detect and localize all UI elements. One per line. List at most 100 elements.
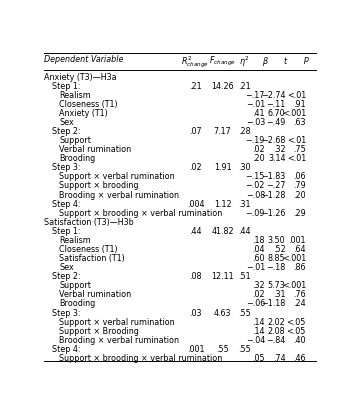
Text: −2.74: −2.74 [261,90,285,99]
Text: .21: .21 [189,81,202,90]
Text: Anxiety (T3)—H3a: Anxiety (T3)—H3a [44,72,117,81]
Text: Step 4:: Step 4: [52,344,80,353]
Text: 14.26: 14.26 [211,81,234,90]
Text: .41: .41 [252,109,265,117]
Text: Step 2:: Step 2: [52,127,80,136]
Text: −.18: −.18 [266,263,285,272]
Text: Support × brooding × verbal rumination: Support × brooding × verbal rumination [59,208,222,217]
Text: .05: .05 [252,353,265,362]
Text: Sex: Sex [59,263,74,272]
Text: .52: .52 [273,245,285,254]
Text: −.01: −.01 [246,99,265,108]
Text: $p$: $p$ [302,55,309,66]
Text: .06: .06 [293,172,306,181]
Text: .20: .20 [252,154,265,163]
Text: .79: .79 [293,181,306,190]
Text: Satisfaction (T1): Satisfaction (T1) [59,254,125,263]
Text: <.001: <.001 [282,109,306,117]
Text: .04: .04 [252,245,265,254]
Text: $\eta^2$: $\eta^2$ [239,55,250,69]
Text: −.08: −.08 [246,190,265,199]
Text: .32: .32 [252,281,265,290]
Text: <.01: <.01 [287,90,306,99]
Text: $\beta$: $\beta$ [262,55,269,68]
Text: −.17: −.17 [246,90,265,99]
Text: −.03: −.03 [246,118,265,127]
Text: .55: .55 [238,308,251,317]
Text: −1.83: −1.83 [261,172,285,181]
Text: −2.68: −2.68 [261,136,285,145]
Text: .55: .55 [238,344,251,353]
Text: Brooding: Brooding [59,154,95,163]
Text: Dependent Variable: Dependent Variable [44,55,123,64]
Text: .64: .64 [293,245,306,254]
Text: .76: .76 [293,290,306,299]
Text: .29: .29 [293,208,306,217]
Text: −.27: −.27 [266,181,285,190]
Text: −1.26: −1.26 [261,208,285,217]
Text: 3.14: 3.14 [268,154,285,163]
Text: .60: .60 [252,254,265,263]
Text: Step 1:: Step 1: [52,81,80,90]
Text: Support: Support [59,136,91,145]
Text: Brooding: Brooding [59,299,95,308]
Text: .02: .02 [252,145,265,154]
Text: .20: .20 [293,190,306,199]
Text: .14: .14 [252,317,265,326]
Text: 1.91: 1.91 [214,163,232,172]
Text: 7.17: 7.17 [214,127,232,136]
Text: Realism: Realism [59,90,91,99]
Text: Support × brooding: Support × brooding [59,181,138,190]
Text: <.05: <.05 [287,317,306,326]
Text: <.05: <.05 [287,326,306,335]
Text: Verbal rumination: Verbal rumination [59,290,131,299]
Text: 4.63: 4.63 [214,308,231,317]
Text: 1.12: 1.12 [214,199,232,208]
Text: Support × Brooding: Support × Brooding [59,326,139,335]
Text: 5.73: 5.73 [268,281,285,290]
Text: Anxiety (T1): Anxiety (T1) [59,109,108,117]
Text: −.15: −.15 [246,172,265,181]
Text: Support: Support [59,281,91,290]
Text: .004: .004 [187,199,204,208]
Text: Step 2:: Step 2: [52,272,80,281]
Text: Support × verbal rumination: Support × verbal rumination [59,172,175,181]
Text: .40: .40 [293,335,306,344]
Text: .02: .02 [189,163,202,172]
Text: −.01: −.01 [246,263,265,272]
Text: .28: .28 [238,127,251,136]
Text: .91: .91 [293,99,306,108]
Text: .001: .001 [187,344,204,353]
Text: .31: .31 [273,290,285,299]
Text: .24: .24 [293,299,306,308]
Text: .46: .46 [293,353,306,362]
Text: −.04: −.04 [246,335,265,344]
Text: .63: .63 [293,118,306,127]
Text: .001: .001 [288,235,306,244]
Text: 12.11: 12.11 [211,272,234,281]
Text: Step 3:: Step 3: [52,308,80,317]
Text: .08: .08 [189,272,202,281]
Text: 3.50: 3.50 [268,235,285,244]
Text: .21: .21 [238,81,251,90]
Text: −.11: −.11 [266,99,285,108]
Text: 2.02: 2.02 [268,317,285,326]
Text: .14: .14 [252,326,265,335]
Text: $R^2_{change}$: $R^2_{change}$ [181,55,209,70]
Text: Step 4:: Step 4: [52,199,80,208]
Text: 8.85: 8.85 [268,254,285,263]
Text: Brooding × verbal rumination: Brooding × verbal rumination [59,190,179,199]
Text: $F_{change}$: $F_{change}$ [209,55,236,68]
Text: <.01: <.01 [287,154,306,163]
Text: <.001: <.001 [282,254,306,263]
Text: .75: .75 [293,145,306,154]
Text: <.001: <.001 [282,281,306,290]
Text: .32: .32 [273,145,285,154]
Text: −.84: −.84 [266,335,285,344]
Text: −1.18: −1.18 [261,299,285,308]
Text: 2.08: 2.08 [268,326,285,335]
Text: 6.70: 6.70 [268,109,285,117]
Text: Brooding × verbal rumination: Brooding × verbal rumination [59,335,179,344]
Text: −.02: −.02 [246,181,265,190]
Text: −1.28: −1.28 [261,190,285,199]
